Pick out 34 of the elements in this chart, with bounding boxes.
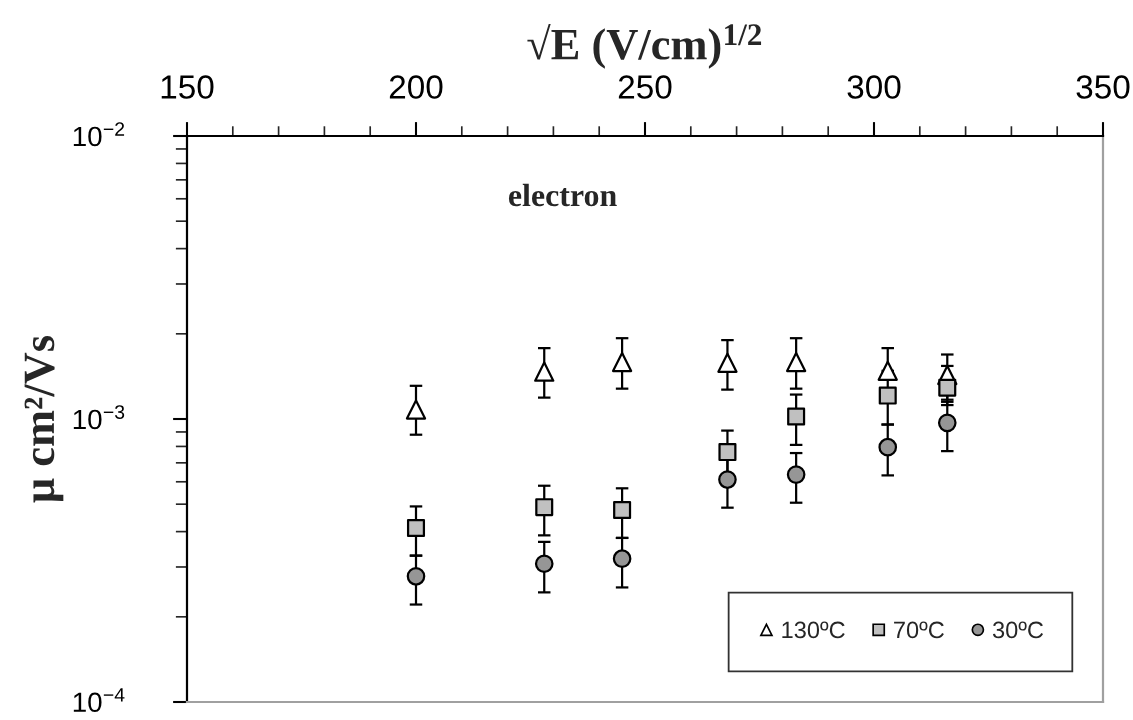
point	[877, 360, 898, 381]
point	[534, 554, 554, 574]
point	[718, 470, 737, 489]
point	[787, 407, 806, 426]
point	[612, 549, 632, 568]
point	[405, 399, 427, 420]
x-tick-label: 200	[389, 75, 443, 99]
point	[938, 378, 957, 397]
point	[406, 567, 426, 586]
y-tick-label: 10$^{−3}$	[73, 405, 125, 430]
point	[718, 443, 737, 462]
point	[613, 500, 632, 520]
x-tick-label: 350	[1076, 75, 1130, 99]
x-axis-title: √E (V/cm)$^{1/2}$	[527, 24, 762, 69]
x-tick-label: 250	[618, 75, 672, 99]
point	[878, 437, 898, 457]
point	[535, 498, 554, 517]
legend-label: 30ºC	[992, 621, 1044, 639]
x-tick-label: 300	[847, 75, 901, 99]
point	[406, 518, 426, 538]
point	[611, 351, 633, 373]
annotation: electron	[508, 183, 617, 207]
point	[786, 465, 806, 484]
point	[534, 361, 555, 382]
x-tick-label: 150	[161, 75, 214, 99]
y-axis-title: μ cm²/Vs	[24, 336, 64, 503]
point	[878, 386, 897, 405]
y-tick-label: 10$^{−4}$	[73, 688, 125, 713]
y-tick-label: 10$^{−2}$	[73, 122, 125, 147]
legend-label: 130ºC	[782, 621, 845, 639]
point	[785, 351, 807, 373]
legend-label: 70ºC	[894, 621, 944, 639]
point	[937, 413, 957, 433]
point	[717, 352, 738, 373]
